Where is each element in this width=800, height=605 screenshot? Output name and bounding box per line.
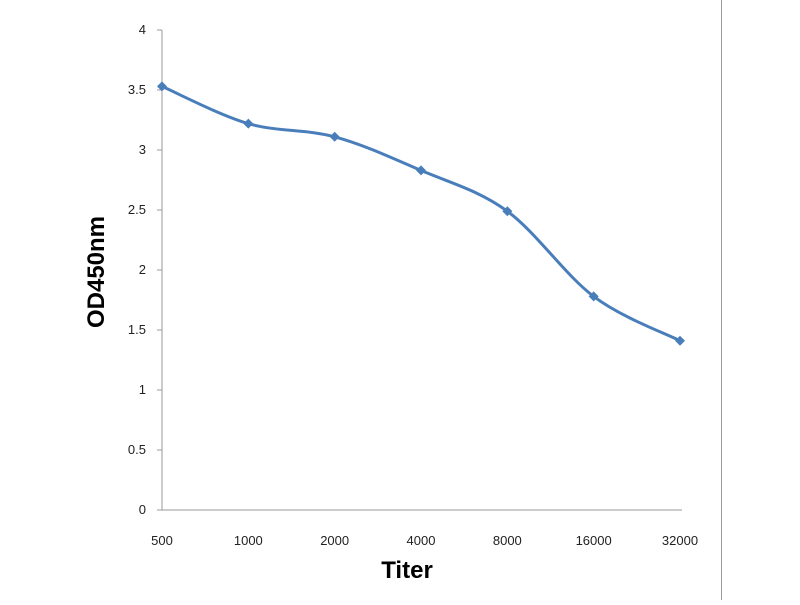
y-tick-label: 0 xyxy=(139,502,146,517)
data-point-marker xyxy=(588,291,599,302)
x-tick-label: 8000 xyxy=(493,533,522,548)
x-axis-title: Titer xyxy=(381,557,433,584)
x-tick-label: 4000 xyxy=(407,533,436,548)
x-tick-label: 500 xyxy=(151,533,173,548)
y-tick-label: 1 xyxy=(139,382,146,397)
y-tick-label: 4 xyxy=(139,22,146,37)
y-tick-label: 3.5 xyxy=(128,82,146,97)
x-tick-label: 16000 xyxy=(576,533,612,548)
y-axis-title: OD450nm xyxy=(83,216,110,328)
y-tick-label: 2 xyxy=(139,262,146,277)
y-tick-label: 1.5 xyxy=(128,322,146,337)
y-axis-ticks: 0 0.5 1 1.5 2 2.5 3 3.5 4 xyxy=(128,22,162,517)
data-point-marker xyxy=(416,165,426,176)
series-line xyxy=(161,85,681,343)
data-markers xyxy=(157,81,685,346)
y-tick-label: 2.5 xyxy=(128,202,146,217)
data-point-marker xyxy=(243,118,254,129)
data-point-marker xyxy=(675,335,685,346)
x-axis-ticks: 500 1000 2000 4000 8000 16000 32000 xyxy=(151,533,698,548)
x-tick-label: 32000 xyxy=(662,533,698,548)
data-point-marker xyxy=(157,81,167,92)
x-tick-label: 1000 xyxy=(234,533,263,548)
chart-area-border xyxy=(721,0,722,600)
x-tick-label: 2000 xyxy=(320,533,349,548)
y-tick-label: 3 xyxy=(139,142,146,157)
y-tick-label: 0.5 xyxy=(128,442,146,457)
data-point-marker xyxy=(502,206,513,217)
data-point-marker xyxy=(329,131,340,142)
